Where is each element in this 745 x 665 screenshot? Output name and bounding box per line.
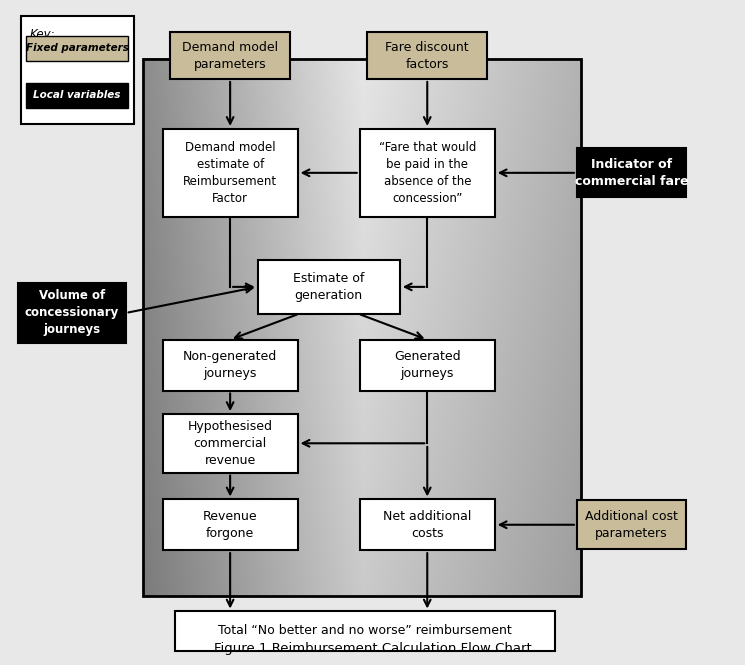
Text: Demand model
parameters: Demand model parameters — [182, 41, 278, 70]
Bar — [367, 32, 487, 79]
Bar — [360, 499, 495, 550]
Text: Hypothesised
commercial
revenue: Hypothesised commercial revenue — [188, 420, 273, 467]
Text: Volume of
concessionary
journeys: Volume of concessionary journeys — [25, 289, 118, 336]
Text: Net additional
costs: Net additional costs — [383, 510, 472, 540]
Bar — [162, 340, 298, 390]
Bar — [162, 414, 298, 473]
Text: Additional cost
parameters: Additional cost parameters — [586, 510, 678, 540]
Text: Key:: Key: — [29, 28, 55, 41]
Bar — [162, 499, 298, 550]
Text: Fixed parameters: Fixed parameters — [26, 43, 129, 53]
Text: Generated
journeys: Generated journeys — [394, 350, 460, 380]
Bar — [577, 148, 686, 198]
Text: Figure 1 Reimbursement Calculation Flow Chart: Figure 1 Reimbursement Calculation Flow … — [214, 642, 531, 655]
Bar — [26, 36, 128, 61]
Text: “Fare that would
be paid in the
absence of the
concession”: “Fare that would be paid in the absence … — [378, 141, 476, 205]
Bar — [21, 17, 134, 124]
Bar — [258, 260, 400, 314]
Text: Non-generated
journeys: Non-generated journeys — [183, 350, 277, 380]
Text: Indicator of
commercial fare: Indicator of commercial fare — [575, 158, 688, 188]
Bar — [26, 83, 128, 108]
Bar — [162, 129, 298, 217]
Text: Revenue
forgone: Revenue forgone — [203, 510, 258, 540]
Text: Estimate of
generation: Estimate of generation — [293, 272, 364, 302]
Bar — [175, 611, 555, 650]
Bar — [360, 129, 495, 217]
Bar — [360, 340, 495, 390]
Bar — [170, 32, 291, 79]
Text: Local variables: Local variables — [34, 90, 121, 100]
Text: Total “No better and no worse” reimbursement: Total “No better and no worse” reimburse… — [218, 624, 512, 638]
Text: Fare discount
factors: Fare discount factors — [385, 41, 469, 70]
Text: Demand model
estimate of
Reimbursement
Factor: Demand model estimate of Reimbursement F… — [183, 141, 277, 205]
Bar — [577, 500, 686, 549]
Bar — [18, 283, 126, 343]
Bar — [142, 59, 580, 597]
